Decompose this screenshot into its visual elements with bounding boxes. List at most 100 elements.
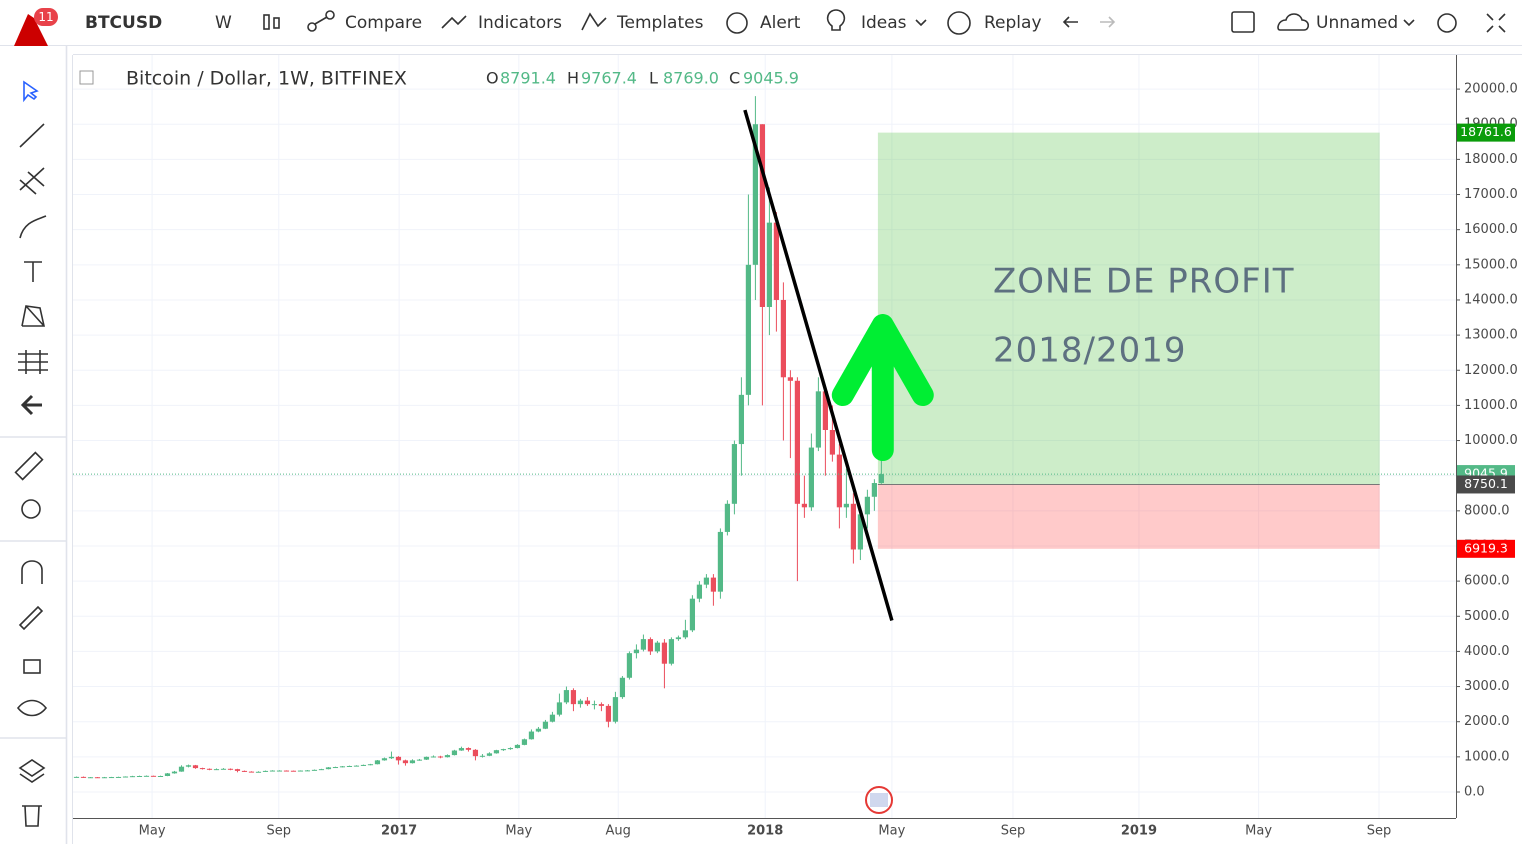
candle-body (787, 377, 793, 381)
candle-body (227, 768, 234, 770)
lock-drawing[interactable] (18, 605, 44, 631)
pattern-tool[interactable] (21, 305, 45, 327)
candle-body (808, 447, 814, 508)
annotation: 2018/2019 (993, 331, 1187, 371)
indicators-icon[interactable] (441, 15, 467, 29)
symbol[interactable]: BTCUSD (85, 13, 162, 33)
templates-icon[interactable] (581, 12, 607, 31)
x-tick-label: May (139, 824, 166, 839)
badge (34, 8, 58, 26)
trash-tool[interactable] (22, 805, 42, 827)
text-tool[interactable] (24, 261, 42, 282)
candle-body (514, 744, 521, 749)
indicators-button[interactable]: Indicators (478, 13, 562, 33)
interval[interactable]: W (215, 13, 232, 33)
replay-icon[interactable] (947, 11, 971, 35)
candle-body (780, 299, 786, 378)
candle-body (129, 776, 136, 778)
chart: May Sep 2017 May Aug 2018 May Sep 2019 May Sep 0.0 1… (72, 54, 1522, 844)
fullscreen[interactable] (1486, 13, 1506, 33)
settings[interactable] (1437, 13, 1457, 33)
candle-body (528, 731, 535, 740)
trend-line (743, 109, 894, 621)
candle-body (164, 773, 171, 777)
candle-body (703, 577, 710, 585)
candle-body (598, 704, 605, 706)
prediction-tool[interactable] (18, 350, 48, 374)
redo[interactable] (1100, 16, 1116, 28)
y-tick-label: 13000.0 (1464, 328, 1518, 343)
candle-body (178, 766, 185, 772)
target-price-label-bg (1457, 123, 1515, 142)
up-arrow (831, 314, 934, 462)
ruler-tool[interactable] (14, 451, 44, 481)
candle-body (563, 690, 570, 703)
stop-price-label-bg (1457, 539, 1515, 558)
candle-body (486, 753, 493, 756)
replay-button[interactable]: Replay (984, 13, 1042, 33)
alert-button[interactable]: Alert (760, 13, 801, 33)
compare-button[interactable]: Compare (345, 13, 422, 33)
annotation: ZONE DE PROFIT (993, 262, 1295, 302)
candle-body (717, 531, 724, 592)
profit-zone (877, 132, 1380, 485)
candle-body (745, 264, 752, 395)
candle-body (661, 642, 668, 664)
ideas-icon[interactable] (826, 9, 846, 31)
layout-icon[interactable] (1231, 11, 1255, 33)
y-tick-label: 4000.0 (1464, 644, 1510, 659)
candle-body (766, 222, 772, 307)
back-tool[interactable] (20, 394, 42, 416)
candle-body (549, 714, 556, 722)
cursor-tool[interactable] (23, 80, 39, 103)
loss-zone (877, 484, 1380, 549)
templates-button[interactable]: Templates (616, 13, 704, 33)
candle-body (185, 765, 192, 767)
chart-style-icon[interactable] (263, 14, 280, 30)
x-tick-label: May (505, 824, 532, 839)
eye-tool[interactable] (16, 699, 48, 717)
candle-body (556, 702, 563, 715)
candle-body (871, 483, 877, 497)
candle-body (479, 755, 486, 757)
magnet-tool[interactable] (21, 560, 43, 584)
fib-tool[interactable] (19, 167, 45, 195)
x-tick-label: 2018 (747, 824, 783, 839)
cloud-icon[interactable] (1277, 13, 1310, 31)
candle-body (416, 759, 423, 761)
candle-body (374, 760, 381, 765)
layers-tool[interactable] (18, 759, 46, 783)
candle-body (507, 748, 514, 750)
layout-name[interactable]: Unnamed (1316, 13, 1398, 33)
candle-body (535, 728, 542, 732)
badge-count: 11 (38, 10, 53, 24)
candle-body (668, 639, 675, 664)
candle-body (458, 748, 465, 751)
x-tick-label: May (1245, 824, 1272, 839)
candle-body (773, 222, 779, 300)
y-tick-label: 20000.0 (1464, 82, 1518, 97)
ideas-button[interactable]: Ideas (861, 13, 907, 33)
undo[interactable] (1062, 16, 1078, 28)
candle-body (87, 777, 94, 779)
y-tick-label: 8000.0 (1464, 503, 1510, 518)
compare-icon[interactable] (307, 10, 335, 32)
avatar[interactable] (14, 14, 48, 46)
line-tool[interactable] (19, 123, 45, 148)
lock-tool[interactable] (23, 659, 41, 674)
x-tick-label: Aug (606, 824, 631, 839)
candle-body (584, 700, 591, 705)
ideas-dropdown[interactable] (915, 19, 927, 27)
brush-tool[interactable] (19, 215, 47, 239)
candle-body (150, 775, 157, 777)
candle-body (682, 630, 689, 638)
candle-body (850, 503, 856, 550)
candle-body (339, 766, 346, 768)
zoom-tool[interactable] (21, 499, 41, 519)
alert-icon[interactable] (726, 12, 748, 34)
candle-body (444, 755, 451, 758)
layout-dropdown[interactable] (1403, 19, 1415, 27)
x-tick-label: Sep (1001, 824, 1026, 839)
y-tick-label: 3000.0 (1464, 679, 1510, 694)
